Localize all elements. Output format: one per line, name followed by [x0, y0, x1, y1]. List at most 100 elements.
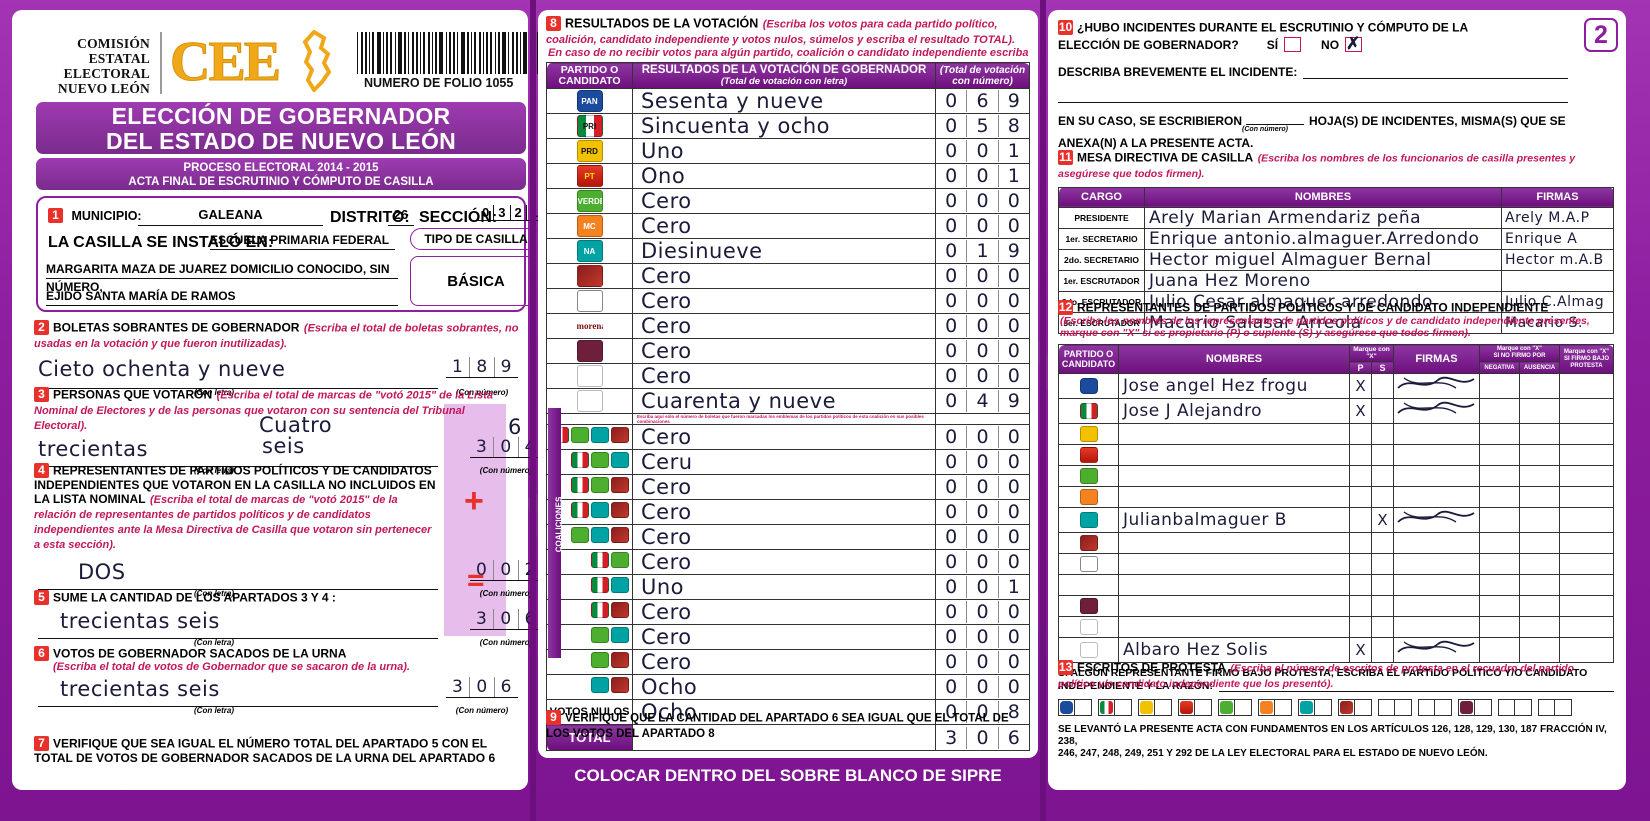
representante-firma[interactable] [1392, 553, 1480, 575]
results-row-letra[interactable]: Cero [632, 313, 936, 339]
mesa-firma[interactable]: Macario S. [1501, 311, 1614, 334]
representante-rep-neg[interactable] [1478, 553, 1520, 575]
representante-nombre[interactable]: Jose angel Hez frogu [1118, 373, 1350, 399]
representante-nombre[interactable] [1118, 444, 1350, 466]
section-4-letra-field[interactable]: DOS [38, 560, 438, 590]
coalition-row-letra[interactable]: Cero [632, 524, 936, 550]
representante-firma[interactable] [1392, 465, 1480, 487]
representante-rep-prot[interactable] [1559, 574, 1614, 596]
protest-box-input[interactable] [1275, 698, 1292, 716]
representante-rep-neg[interactable] [1478, 507, 1520, 533]
representante-rep-aus[interactable] [1518, 444, 1561, 466]
representante-mark-s[interactable] [1370, 616, 1394, 638]
representante-nombre[interactable] [1118, 553, 1350, 575]
address-line-2-field[interactable]: MARGARITA MAZA DE JUAREZ DOMICILIO CONOC… [46, 260, 398, 294]
representante-mark-s[interactable] [1370, 595, 1394, 617]
results-row-letra[interactable]: Ono [632, 163, 936, 189]
protest-box-input[interactable] [1155, 698, 1172, 716]
section-6-letra-field[interactable]: trecientas seis [38, 677, 438, 707]
section-3-letra-field[interactable]: trecientas [38, 437, 438, 467]
representante-nombre[interactable]: Jose J Alejandro [1118, 398, 1350, 424]
coalition-row-letra[interactable]: Ocho [632, 674, 936, 700]
results-row-letra[interactable]: Cero [632, 188, 936, 214]
representante-mark-s[interactable] [1370, 553, 1394, 575]
address-line-3-field[interactable]: EJIDO SANTA MARÍA DE RAMOS [46, 287, 398, 306]
protest-box-input[interactable] [1515, 698, 1532, 716]
representante-mark-s[interactable] [1370, 486, 1394, 508]
results-row-letra[interactable]: Cero [632, 363, 936, 389]
representante-rep-neg[interactable] [1478, 532, 1520, 554]
representante-rep-prot[interactable] [1559, 637, 1614, 663]
coalition-row-letra[interactable]: Ceru [632, 449, 936, 475]
representante-rep-aus[interactable] [1518, 532, 1561, 554]
representante-rep-neg[interactable] [1478, 398, 1520, 424]
results-row-letra[interactable]: Cero [632, 288, 936, 314]
protest-box-input[interactable] [1555, 698, 1572, 716]
representante-nombre[interactable] [1118, 532, 1350, 554]
representante-rep-aus[interactable] [1518, 423, 1561, 445]
results-row-letra[interactable]: Sincuenta y ocho [632, 113, 936, 139]
votos-nulos-letra[interactable]: Ocho [632, 699, 936, 725]
representante-rep-neg[interactable] [1478, 373, 1520, 399]
representante-mark-p[interactable] [1348, 595, 1372, 617]
representante-mark-s[interactable] [1370, 637, 1394, 663]
address-line-1-field[interactable]: ESCUELA PRIMARIA FEDERAL [210, 231, 395, 250]
representante-nombre[interactable] [1118, 423, 1350, 445]
section-2-letra-field[interactable]: Cieto ochenta y nueve [38, 357, 438, 389]
representante-mark-s[interactable] [1370, 423, 1394, 445]
protesta-razon-field[interactable] [1219, 679, 1614, 692]
section-2-numero-field[interactable]: 1 8 9 [446, 356, 518, 378]
results-row-letra[interactable]: Cuarenta y nueve [632, 388, 936, 414]
representante-rep-aus[interactable] [1518, 553, 1561, 575]
representante-rep-aus[interactable] [1518, 507, 1561, 533]
representante-mark-s[interactable] [1370, 444, 1394, 466]
protest-box-input[interactable] [1395, 698, 1412, 716]
representante-mark-s[interactable]: X [1370, 507, 1394, 533]
protest-box-input[interactable] [1235, 698, 1252, 716]
results-row-letra[interactable]: Sesenta y nueve [632, 88, 936, 114]
representante-mark-p[interactable] [1348, 553, 1372, 575]
representante-rep-neg[interactable] [1478, 637, 1520, 663]
section-6-numero-field[interactable]: 3 0 6 [446, 677, 518, 698]
representante-rep-neg[interactable] [1478, 616, 1520, 638]
representante-firma[interactable] [1392, 423, 1480, 445]
mesa-firma[interactable]: Enrique A [1501, 227, 1614, 250]
mesa-nombre[interactable]: Arely Marian Armendariz peña [1144, 206, 1502, 229]
representante-mark-p[interactable] [1348, 574, 1372, 596]
protest-box-input[interactable] [1435, 698, 1452, 716]
representante-mark-p[interactable] [1348, 486, 1372, 508]
coalition-row-letra[interactable]: Cero [632, 624, 936, 650]
representante-rep-neg[interactable] [1478, 423, 1520, 445]
representante-rep-prot[interactable] [1559, 465, 1614, 487]
representante-rep-neg[interactable] [1478, 444, 1520, 466]
representante-mark-p[interactable] [1348, 444, 1372, 466]
coalition-row-letra[interactable]: Cero [632, 499, 936, 525]
si-checkbox[interactable] [1284, 37, 1302, 52]
describa-field[interactable] [1303, 64, 1568, 79]
representante-firma[interactable] [1392, 595, 1480, 617]
representante-rep-prot[interactable] [1559, 398, 1614, 424]
representante-rep-neg[interactable] [1478, 465, 1520, 487]
representante-mark-s[interactable] [1370, 398, 1394, 424]
representante-rep-neg[interactable] [1478, 486, 1520, 508]
coalition-row-letra[interactable]: Cero [632, 424, 936, 450]
mesa-nombre[interactable]: Macario Salasar Arreola [1144, 311, 1502, 334]
municipio-field[interactable]: GALEANA [138, 206, 323, 226]
results-row-letra[interactable]: Cero [632, 213, 936, 239]
representante-nombre[interactable] [1118, 616, 1350, 638]
representante-mark-s[interactable] [1370, 465, 1394, 487]
